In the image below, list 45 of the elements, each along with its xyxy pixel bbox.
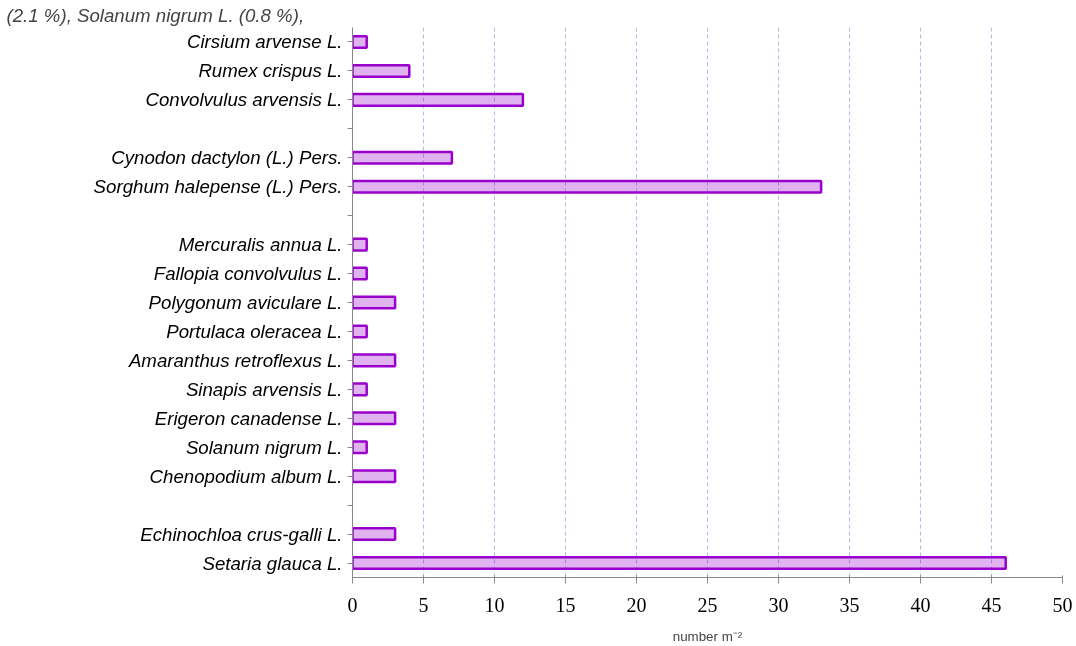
x-tick-label: 35: [839, 593, 860, 616]
bar: [352, 295, 397, 310]
bar: [352, 150, 454, 165]
x-tick-label: 30: [768, 593, 789, 616]
x-tick-label: 45: [981, 593, 1002, 616]
y-tick-label: Polygonum aviculare L.: [148, 292, 343, 313]
text: (2.1 %), Solanum nigrum L. (0.8 %),: [6, 4, 305, 26]
y-tick-label: Fallopia convolvulus L.: [153, 263, 343, 285]
y-tick-label: Mercuralis annua L.: [178, 234, 343, 256]
x-tick-label: 25: [697, 593, 718, 616]
bar: [352, 527, 397, 542]
y-tick-label: Portulaca oleracea L.: [166, 320, 343, 342]
bar: [352, 63, 411, 78]
bar: [352, 555, 1007, 571]
bar: [352, 440, 368, 455]
x-tick-label: 5: [418, 593, 429, 616]
x-tick-label: 50: [1052, 593, 1073, 616]
bar: [352, 411, 397, 426]
x-axis-title: number m⁻²: [672, 628, 743, 644]
y-tick-label: Cirsium arvense L.: [186, 31, 343, 53]
y-tick-label: Echinochloa crus-galli L.: [140, 523, 343, 545]
bar: [352, 469, 397, 484]
y-tick-label: Cynodon dactylon (L.) Pers.: [111, 147, 343, 169]
y-tick-label: Erigeron canadense L.: [154, 407, 343, 429]
x-tick-label: 20: [626, 593, 647, 616]
y-tick-label: Sinapis arvensis L.: [185, 378, 343, 400]
y-tick-label: Convolvulus arvensis L.: [145, 89, 343, 111]
x-tick-label: 15: [555, 593, 576, 616]
bar: [352, 237, 368, 252]
x-tick-label: 0: [347, 593, 358, 616]
y-tick-label: Solanum nigrum L.: [185, 436, 343, 458]
y-tick-label: Rumex crispus L.: [198, 60, 343, 82]
bar: [352, 324, 368, 339]
x-tick-label: 10: [484, 593, 505, 616]
bar: [352, 179, 823, 194]
bar: [352, 34, 368, 50]
bar: [352, 353, 397, 368]
y-tick-label: Amaranthus retroflexus L.: [127, 349, 343, 371]
bar: [352, 92, 525, 107]
x-tick-label: 40: [910, 593, 931, 616]
y-tick-label: Sorghum halepense (L.) Pers.: [93, 176, 343, 198]
y-tick-label: Setaria glauca L.: [202, 552, 343, 574]
bar: [352, 382, 368, 397]
bar: [352, 266, 368, 281]
y-tick-label: Chenopodium album L.: [149, 465, 343, 487]
